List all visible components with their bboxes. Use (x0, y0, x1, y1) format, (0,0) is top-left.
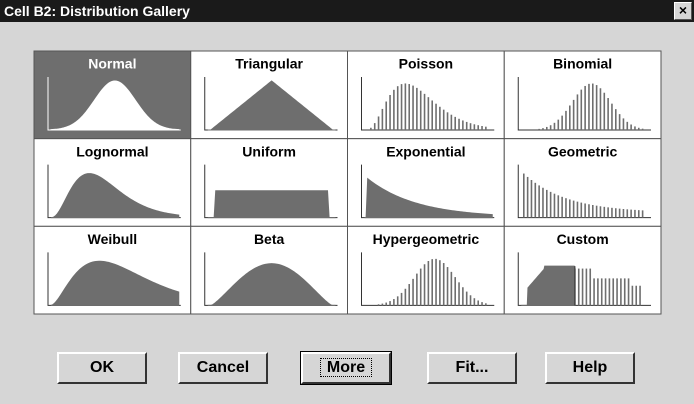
fit-button[interactable]: Fit... (427, 352, 517, 384)
button-label: Help (572, 359, 608, 376)
tile-label: Normal (88, 56, 136, 72)
tile-label: Uniform (242, 143, 296, 159)
help-button[interactable]: Help (545, 352, 635, 384)
tile-label: Beta (254, 231, 285, 247)
axis (517, 77, 651, 131)
button-label: More (319, 358, 373, 377)
tile-label: Binomial (553, 56, 612, 72)
axis (517, 164, 651, 219)
distribution-shape (50, 260, 180, 306)
distribution-tile[interactable] (347, 50, 505, 140)
tile-label: Geometric (548, 143, 617, 159)
tile-label: Exponential (386, 143, 465, 159)
axis (361, 77, 495, 131)
button-label: OK (90, 359, 114, 376)
tile-label: Poisson (399, 56, 453, 72)
title-bar: Cell B2: Distribution Gallery × (0, 0, 694, 22)
cancel-button[interactable]: Cancel (178, 352, 268, 384)
distribution-shape (364, 177, 493, 219)
tile-label: Triangular (235, 56, 303, 72)
distribution-shape (50, 80, 180, 131)
close-button[interactable]: × (674, 2, 692, 20)
distribution-shape (207, 190, 336, 219)
distribution-shape (521, 265, 576, 306)
tile-label: Custom (557, 231, 609, 247)
more-button[interactable]: More (300, 351, 392, 385)
axis (361, 252, 495, 306)
distribution-tile[interactable] (503, 50, 662, 140)
ok-button[interactable]: OK (57, 352, 147, 384)
distribution-tile[interactable] (347, 225, 505, 315)
button-label: Cancel (196, 359, 250, 376)
tile-label: Hypergeometric (373, 231, 480, 247)
distribution-shape (50, 173, 180, 219)
distribution-shape (207, 80, 336, 131)
tile-label: Lognormal (76, 143, 148, 159)
distribution-shape (207, 263, 336, 306)
axis (517, 252, 651, 306)
button-label: Fit... (455, 359, 489, 376)
window-title: Cell B2: Distribution Gallery (4, 3, 190, 19)
tile-label: Weibull (88, 231, 138, 247)
